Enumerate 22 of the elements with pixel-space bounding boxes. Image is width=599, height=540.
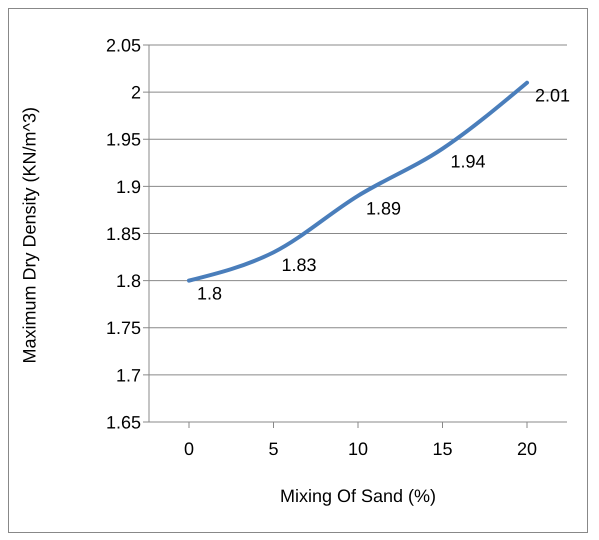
data-label: 1.83 [282,255,317,276]
y-tick-label: 1.7 [116,365,141,386]
line-series [187,80,529,283]
y-tick-label: 1.9 [116,176,141,197]
y-tick-label: 1.95 [106,130,141,150]
y-tick-label: 1.8 [116,271,141,292]
data-label: 1.89 [366,198,402,219]
y-tick-label: 1.65 [106,412,141,432]
x-tick-label: 0 [184,438,194,459]
y-tick-label: 2.05 [106,35,141,56]
x-tick-label: 20 [516,438,538,459]
x-tick-label: 5 [268,438,279,459]
x-axis-title: Mixing Of Sand (%) [280,486,436,506]
x-tick-label: 15 [432,438,453,459]
y-tick-label: 2 [130,82,141,103]
y-axis-title: Maximum Dry Density (KN/m^3) [19,107,40,364]
y-tick-label: 1.85 [106,224,141,244]
data-label: 1.8 [197,283,222,304]
data-label: 1.94 [450,151,486,172]
x-tick-label: 10 [348,438,368,459]
data-label: 2.01 [535,85,570,106]
y-tick-label: 1.75 [106,318,141,338]
